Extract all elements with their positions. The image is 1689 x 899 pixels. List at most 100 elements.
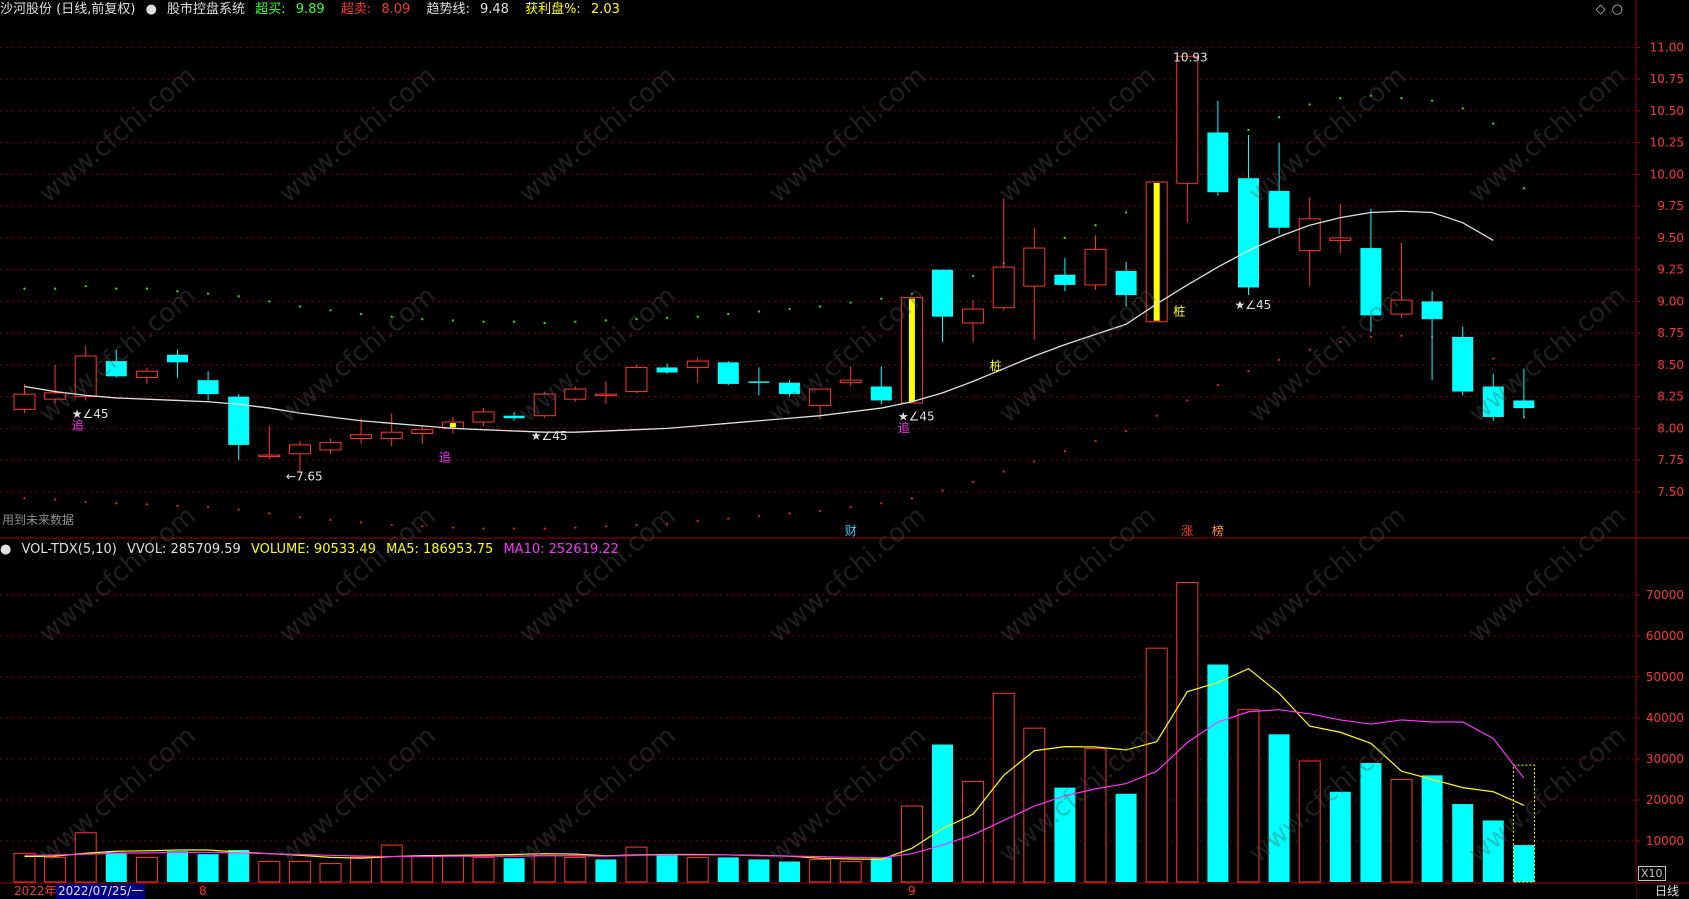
- candle-body-up: [625, 366, 648, 393]
- oversold-dot: [1155, 414, 1158, 417]
- candle-body-down: [1238, 178, 1259, 288]
- volume-bar-down: [1054, 787, 1076, 882]
- volume-tick-label: 30000: [1646, 752, 1684, 766]
- oversold-dot: [1216, 384, 1220, 387]
- volume-bar-up: [319, 863, 342, 883]
- candle-body-up: [1329, 237, 1352, 241]
- candle-body-down: [656, 367, 678, 373]
- candle-body-down: [870, 386, 892, 401]
- oversold-dot: [206, 505, 210, 509]
- volume-bar-up: [1145, 647, 1168, 883]
- month-label-sep: 9: [908, 884, 916, 898]
- volume-bar-down: [870, 857, 892, 882]
- oversold-dot: [941, 489, 944, 492]
- price-tick-label: 10.25: [1650, 136, 1684, 150]
- overbought-dot: [1400, 97, 1403, 100]
- overbought-dot: [176, 290, 179, 293]
- price-tick-label: 10.50: [1650, 104, 1684, 118]
- candle-body-up: [686, 360, 709, 368]
- overbought-dot: [53, 287, 57, 290]
- oversold-dot: [115, 502, 118, 505]
- oversold-dot: [84, 500, 87, 504]
- ma5-label: MA5: 186953.75: [386, 542, 494, 557]
- candle-annotation: ←7.65: [286, 469, 323, 483]
- oversold-dot: [696, 519, 699, 523]
- candle-body-down: [1054, 274, 1076, 285]
- volume-bar-down: [595, 859, 617, 882]
- candle-annotation: 追: [72, 418, 84, 433]
- volume-bar-up: [564, 856, 587, 883]
- price-tick-label: 7.50: [1657, 485, 1684, 499]
- candle-body-up: [839, 379, 862, 384]
- limit-up-marker: [908, 298, 915, 402]
- candle-body-down: [228, 396, 250, 445]
- period-label[interactable]: 日线: [1654, 884, 1679, 898]
- overbought-dot: [268, 300, 271, 303]
- candle-body-up: [288, 444, 311, 455]
- oversold-dot: [788, 512, 791, 515]
- oversold-dot: [635, 523, 638, 527]
- circle-icon[interactable]: ○: [1611, 2, 1629, 17]
- oversold-dot: [1400, 334, 1403, 337]
- candle-body-down: [1421, 301, 1443, 320]
- candle-body-up: [380, 431, 403, 440]
- volume-bar-up: [44, 856, 67, 883]
- diamond-icon[interactable]: ◇: [1595, 2, 1612, 17]
- oversold-dot: [298, 516, 302, 519]
- volume-tick-label: 70000: [1646, 588, 1684, 602]
- oversold-dot: [849, 505, 852, 509]
- overbought-dot: [451, 319, 455, 322]
- overbought-dot: [543, 321, 546, 325]
- cursor-date[interactable]: 2022/07/25/一: [56, 884, 146, 899]
- candle-body-up: [992, 266, 1015, 309]
- price-tick-label: 8.75: [1657, 326, 1684, 340]
- oversold-dot: [512, 527, 516, 530]
- oversold-dot: [543, 527, 546, 530]
- stock-name[interactable]: 沙河股份 (日线,前复权): [0, 2, 136, 17]
- oversold-dot: [1492, 357, 1495, 360]
- price-tick-label: 9.50: [1657, 231, 1684, 245]
- overbought-dot: [1124, 211, 1128, 214]
- overbought-dot: [818, 305, 822, 308]
- volume-label: VOLUME: 90533.49: [250, 542, 376, 557]
- overbought-dot: [115, 287, 118, 290]
- volume-bar-up: [962, 780, 985, 883]
- candle-body-down: [1452, 336, 1474, 392]
- volume-bar-up: [258, 860, 281, 883]
- forecast-volume-box: [1512, 764, 1535, 883]
- price-tick-label: 9.75: [1657, 199, 1684, 213]
- vol-dot: ●: [0, 542, 12, 557]
- month-label-aug: 8: [199, 884, 207, 898]
- event-marker: 财: [845, 524, 857, 538]
- scale-label[interactable]: X10: [1638, 866, 1666, 881]
- oversold-dot: [176, 504, 179, 508]
- oversold-dot: [237, 508, 240, 511]
- band-dots: [23, 94, 1526, 530]
- volume-bar-up: [74, 832, 97, 883]
- volume-bar-down: [197, 854, 219, 882]
- vvol-label: VVOL: 285709.59: [126, 542, 241, 557]
- volume-bar-down: [1513, 845, 1535, 882]
- candle-body-up: [472, 411, 495, 423]
- volume-bar-up: [625, 846, 648, 883]
- oversold-dot: [910, 497, 914, 500]
- overbought-dot: [635, 317, 638, 321]
- volume-bar-down: [503, 858, 525, 882]
- price-header: 沙河股份 (日线,前复权) ● 股市控盘系统 超买: 9.89 超卖: 8.09…: [0, 0, 632, 20]
- candle-body-down: [1268, 190, 1290, 228]
- year-label: 2022年: [14, 884, 57, 898]
- overbought-dot: [1308, 103, 1311, 106]
- volume-bar-up: [1298, 760, 1321, 883]
- overbought-dot: [1461, 107, 1464, 110]
- price-tick-label: 9.25: [1657, 263, 1684, 277]
- price-tick-label: 9.00: [1657, 294, 1684, 308]
- volume-bar-up: [350, 856, 373, 883]
- overbought-dot: [849, 301, 852, 304]
- oversold-dot: [971, 480, 975, 483]
- candle-body-up: [533, 393, 556, 417]
- candle-annotation: 追: [898, 420, 910, 435]
- oversold-dot: [23, 497, 26, 500]
- volume-bar-up: [441, 854, 464, 883]
